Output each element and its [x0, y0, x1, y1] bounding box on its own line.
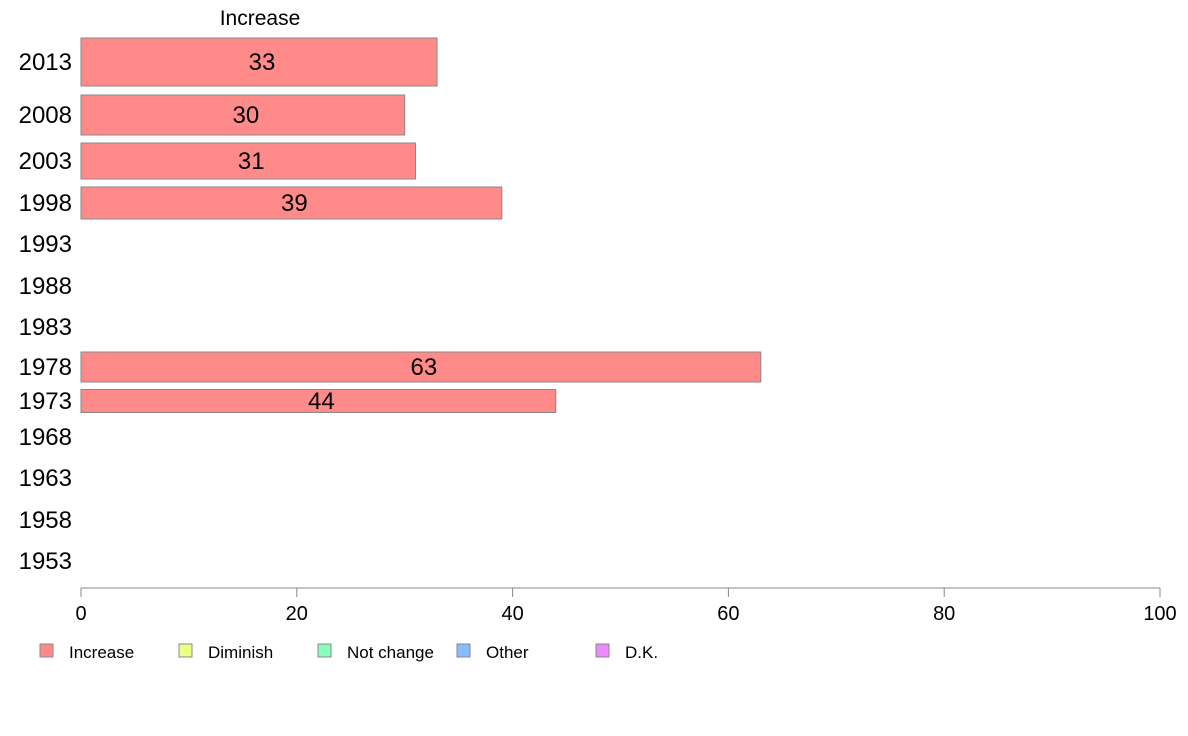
x-axis: 0 20 40 60 80 100: [75, 587, 1177, 625]
x-tick-label-0: 0: [75, 603, 86, 625]
legend-label-not-change: Not change: [347, 643, 434, 662]
legend-label-increase: Increase: [69, 643, 134, 662]
year-label-2008: 2008: [19, 102, 72, 129]
bar-1978: [80, 351, 762, 383]
legend-swatch-d-k: [595, 643, 610, 658]
bar-value-label-1998: 39: [281, 190, 308, 217]
legend-label-other: Other: [486, 643, 529, 662]
legend-label-d-k: D.K.: [625, 643, 658, 662]
year-label-1973: 1973: [19, 388, 72, 415]
year-labels: 2013 2008 2003 1998 1993 1988 1983 1978 1973 1968…: [19, 49, 72, 575]
bar-2008: [80, 94, 406, 136]
bar-value-label-2008: 30: [232, 102, 259, 129]
legend-swatch-other: [456, 643, 471, 658]
year-label-2003: 2003: [19, 148, 72, 175]
x-tick-label-40: 40: [501, 603, 523, 625]
bar-2013: [80, 37, 438, 87]
year-label-1983: 1983: [19, 314, 72, 341]
year-label-2013: 2013: [19, 49, 72, 76]
chart-title: Increase: [220, 7, 301, 30]
legend-swatch-increase: [39, 643, 54, 658]
year-label-1978: 1978: [19, 354, 72, 381]
year-label-1953: 1953: [19, 548, 72, 575]
bar-value-label-2013: 33: [249, 49, 276, 76]
legend-label-diminish: Diminish: [208, 643, 273, 662]
year-label-1963: 1963: [19, 465, 72, 492]
year-label-1993: 1993: [19, 231, 72, 258]
bar-2003: [80, 142, 416, 180]
year-label-1968: 1968: [19, 424, 72, 451]
bar-1973: [80, 389, 557, 413]
legend-swatch-diminish: [178, 643, 193, 658]
legend-swatch-not-change: [317, 643, 332, 658]
bar-1998: [80, 186, 503, 220]
bar-value-label-2003: 31: [238, 148, 265, 175]
bar-value-label-1978: 63: [411, 354, 438, 381]
year-label-1998: 1998: [19, 190, 72, 217]
x-tick-label-80: 80: [933, 603, 955, 625]
x-tick-label-20: 20: [286, 603, 308, 625]
x-tick-label-60: 60: [717, 603, 739, 625]
bars: 33 30 31 39 63 44: [80, 37, 762, 415]
x-tick-label-100: 100: [1143, 603, 1176, 625]
bar-value-label-1973: 44: [308, 388, 335, 415]
legend: Increase Diminish Not change Other D.K.: [39, 643, 658, 662]
year-label-1988: 1988: [19, 273, 72, 300]
year-label-1958: 1958: [19, 507, 72, 534]
